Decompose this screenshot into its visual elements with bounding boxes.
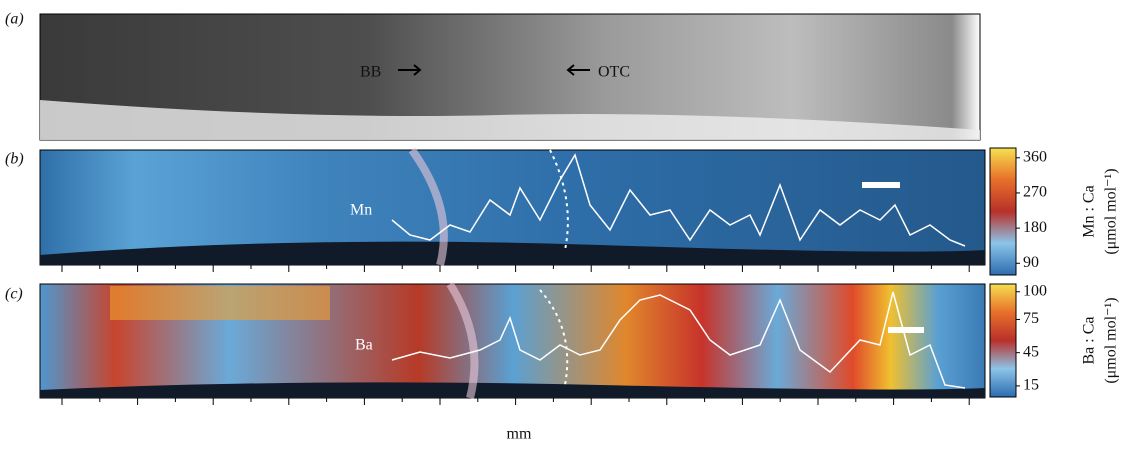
overlay <box>110 286 330 320</box>
colorbar-tick-label: 15 <box>1023 377 1039 394</box>
panel-label: (c) <box>5 286 23 303</box>
colorbar-tick-label: 75 <box>1023 310 1039 327</box>
scale-bar <box>862 182 900 188</box>
scale-bar <box>888 327 924 333</box>
colorbar <box>990 148 1016 275</box>
annotation: OTC <box>598 64 630 81</box>
colorbar-tick-label: 270 <box>1023 184 1047 201</box>
colorbar <box>990 284 1016 397</box>
panel-label: (b) <box>5 151 24 168</box>
trace-label: Mn <box>350 202 372 219</box>
colorbar-tick-label: 45 <box>1023 343 1039 360</box>
colorbar-title: Mn : Ca <box>1081 185 1098 237</box>
colorbar-tick-label: 360 <box>1023 148 1047 165</box>
colorbar-title: Ba : Ca <box>1081 317 1098 365</box>
trace-label: Ba <box>355 337 373 354</box>
x-axis-label: mm <box>507 426 532 443</box>
colorbar-tick-label: 90 <box>1023 254 1039 271</box>
panel-label: (a) <box>5 11 24 28</box>
colorbar-unit: (μmol mol⁻¹) <box>1103 168 1120 254</box>
colorbar-unit: (μmol mol⁻¹) <box>1103 297 1120 383</box>
annotation: BB <box>360 64 381 81</box>
colorbar-tick-label: 100 <box>1023 282 1047 299</box>
colorbar-tick-label: 180 <box>1023 219 1047 236</box>
figure: (a) (b) (c) BB OTC Mn Ba mm 90 180 270 360 M… <box>0 0 1129 446</box>
